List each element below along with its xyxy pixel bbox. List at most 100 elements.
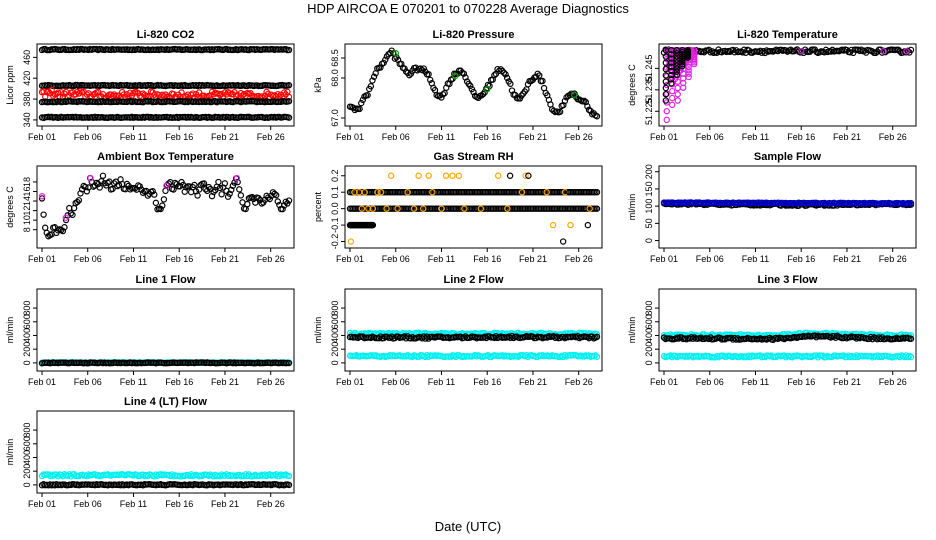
x-tick-label: Feb 16 <box>165 132 193 142</box>
data-point <box>87 174 94 182</box>
data-point <box>461 205 468 212</box>
series-cyan-0 <box>38 471 293 480</box>
x-tick-label: Feb 11 <box>428 254 455 264</box>
data-point <box>441 89 448 97</box>
y-tick-label: 800 <box>644 301 654 316</box>
data-point <box>663 116 670 124</box>
plot-area <box>38 45 293 122</box>
data-point <box>358 205 366 212</box>
data-point <box>426 76 434 84</box>
data-point <box>460 70 468 77</box>
plot-frame <box>344 43 603 127</box>
plot-frame <box>36 165 295 249</box>
y-axis-label: Licor ppm <box>5 65 15 105</box>
data-point <box>139 189 147 196</box>
data-point <box>449 172 456 179</box>
data-point <box>673 68 681 75</box>
y-tick-label: 600 <box>22 314 32 329</box>
series-black-1 <box>38 81 293 90</box>
y-tick-label: 380 <box>22 92 32 107</box>
x-tick-label: Feb 21 <box>211 132 239 142</box>
data-point <box>502 71 509 78</box>
data-point <box>593 113 601 120</box>
y-axis-label: ml/min <box>5 317 15 344</box>
data-point <box>477 205 485 212</box>
data-point <box>215 178 222 186</box>
data-point <box>67 210 75 217</box>
data-point <box>673 71 681 79</box>
data-point <box>152 199 160 207</box>
y-tick-label: 0 <box>22 482 32 487</box>
data-point <box>584 103 591 110</box>
data-point <box>567 221 574 229</box>
data-point <box>237 192 245 199</box>
data-point <box>662 65 670 73</box>
data-point <box>285 359 293 367</box>
y-tick-label: 200 <box>644 342 654 357</box>
data-point <box>669 101 676 109</box>
data-point <box>455 172 463 179</box>
data-point <box>495 172 502 179</box>
series-magenta-3 <box>798 48 910 55</box>
plot-area <box>660 199 915 209</box>
panel-3: Li-820 Temperature Feb 01 Feb 06 Feb 11 Feb … <box>627 29 917 142</box>
data-point <box>382 56 389 63</box>
data-point <box>40 211 47 218</box>
figure-title: HDP AIRCOA E 070201 to 070228 Average Di… <box>307 1 629 16</box>
data-point <box>662 78 670 85</box>
data-point <box>229 182 237 189</box>
data-point <box>218 191 225 198</box>
x-tick-label: Feb 01 <box>28 499 56 509</box>
plot-area <box>346 329 601 361</box>
x-tick-label: Feb 01 <box>28 377 56 387</box>
plot-frame <box>344 288 603 372</box>
x-tick-label: Feb 11 <box>120 254 147 264</box>
data-point <box>561 97 569 105</box>
y-tick-label: 200 <box>22 342 32 357</box>
data-point <box>159 202 166 209</box>
plot-area <box>346 172 601 245</box>
data-point <box>377 64 384 71</box>
y-axis-label: ml/min <box>627 317 637 344</box>
data-point <box>285 481 293 489</box>
data-point <box>425 70 432 78</box>
data-point <box>285 82 293 89</box>
series-blue-1 <box>660 199 915 207</box>
x-tick-label: Feb 06 <box>74 499 102 509</box>
data-point <box>674 84 681 92</box>
data-point <box>75 197 83 204</box>
x-tick-label: Feb 06 <box>382 377 410 387</box>
data-point <box>522 172 529 179</box>
y-tick-label: 50 <box>644 218 654 228</box>
x-tick-label: Feb 06 <box>696 377 724 387</box>
panel-9: Line 3 Flow Feb 01 Feb 06 Feb 11 Feb 16 Feb 2… <box>627 274 917 387</box>
panel-7: Line 1 Flow Feb 01 Feb 06 Feb 11 Feb 16 Feb 2… <box>5 274 295 387</box>
data-point <box>377 188 385 196</box>
data-point <box>406 71 413 79</box>
y-tick-label: 0 <box>22 360 32 365</box>
data-point <box>42 224 49 231</box>
plot-frame <box>36 288 295 372</box>
x-tick-label: Feb 11 <box>428 132 455 142</box>
data-point <box>285 472 293 480</box>
x-tick-label: Feb 11 <box>120 499 147 509</box>
data-point <box>216 184 224 192</box>
data-point <box>418 66 426 74</box>
data-point <box>109 185 116 193</box>
plot-frame <box>658 43 917 127</box>
data-point <box>907 335 915 342</box>
data-point <box>442 172 450 179</box>
data-point <box>45 88 52 95</box>
data-point <box>674 97 681 104</box>
data-point <box>662 53 670 60</box>
x-tick-label: Feb 11 <box>120 377 147 387</box>
data-point <box>50 92 57 99</box>
plot-area <box>38 172 293 240</box>
series-black-0 <box>346 188 601 196</box>
y-tick-label: 51.235 <box>644 76 654 104</box>
data-point <box>233 174 241 182</box>
data-point <box>115 181 123 189</box>
plot-area <box>346 47 601 120</box>
data-point <box>83 188 91 195</box>
y-tick-label: 400 <box>22 450 32 465</box>
